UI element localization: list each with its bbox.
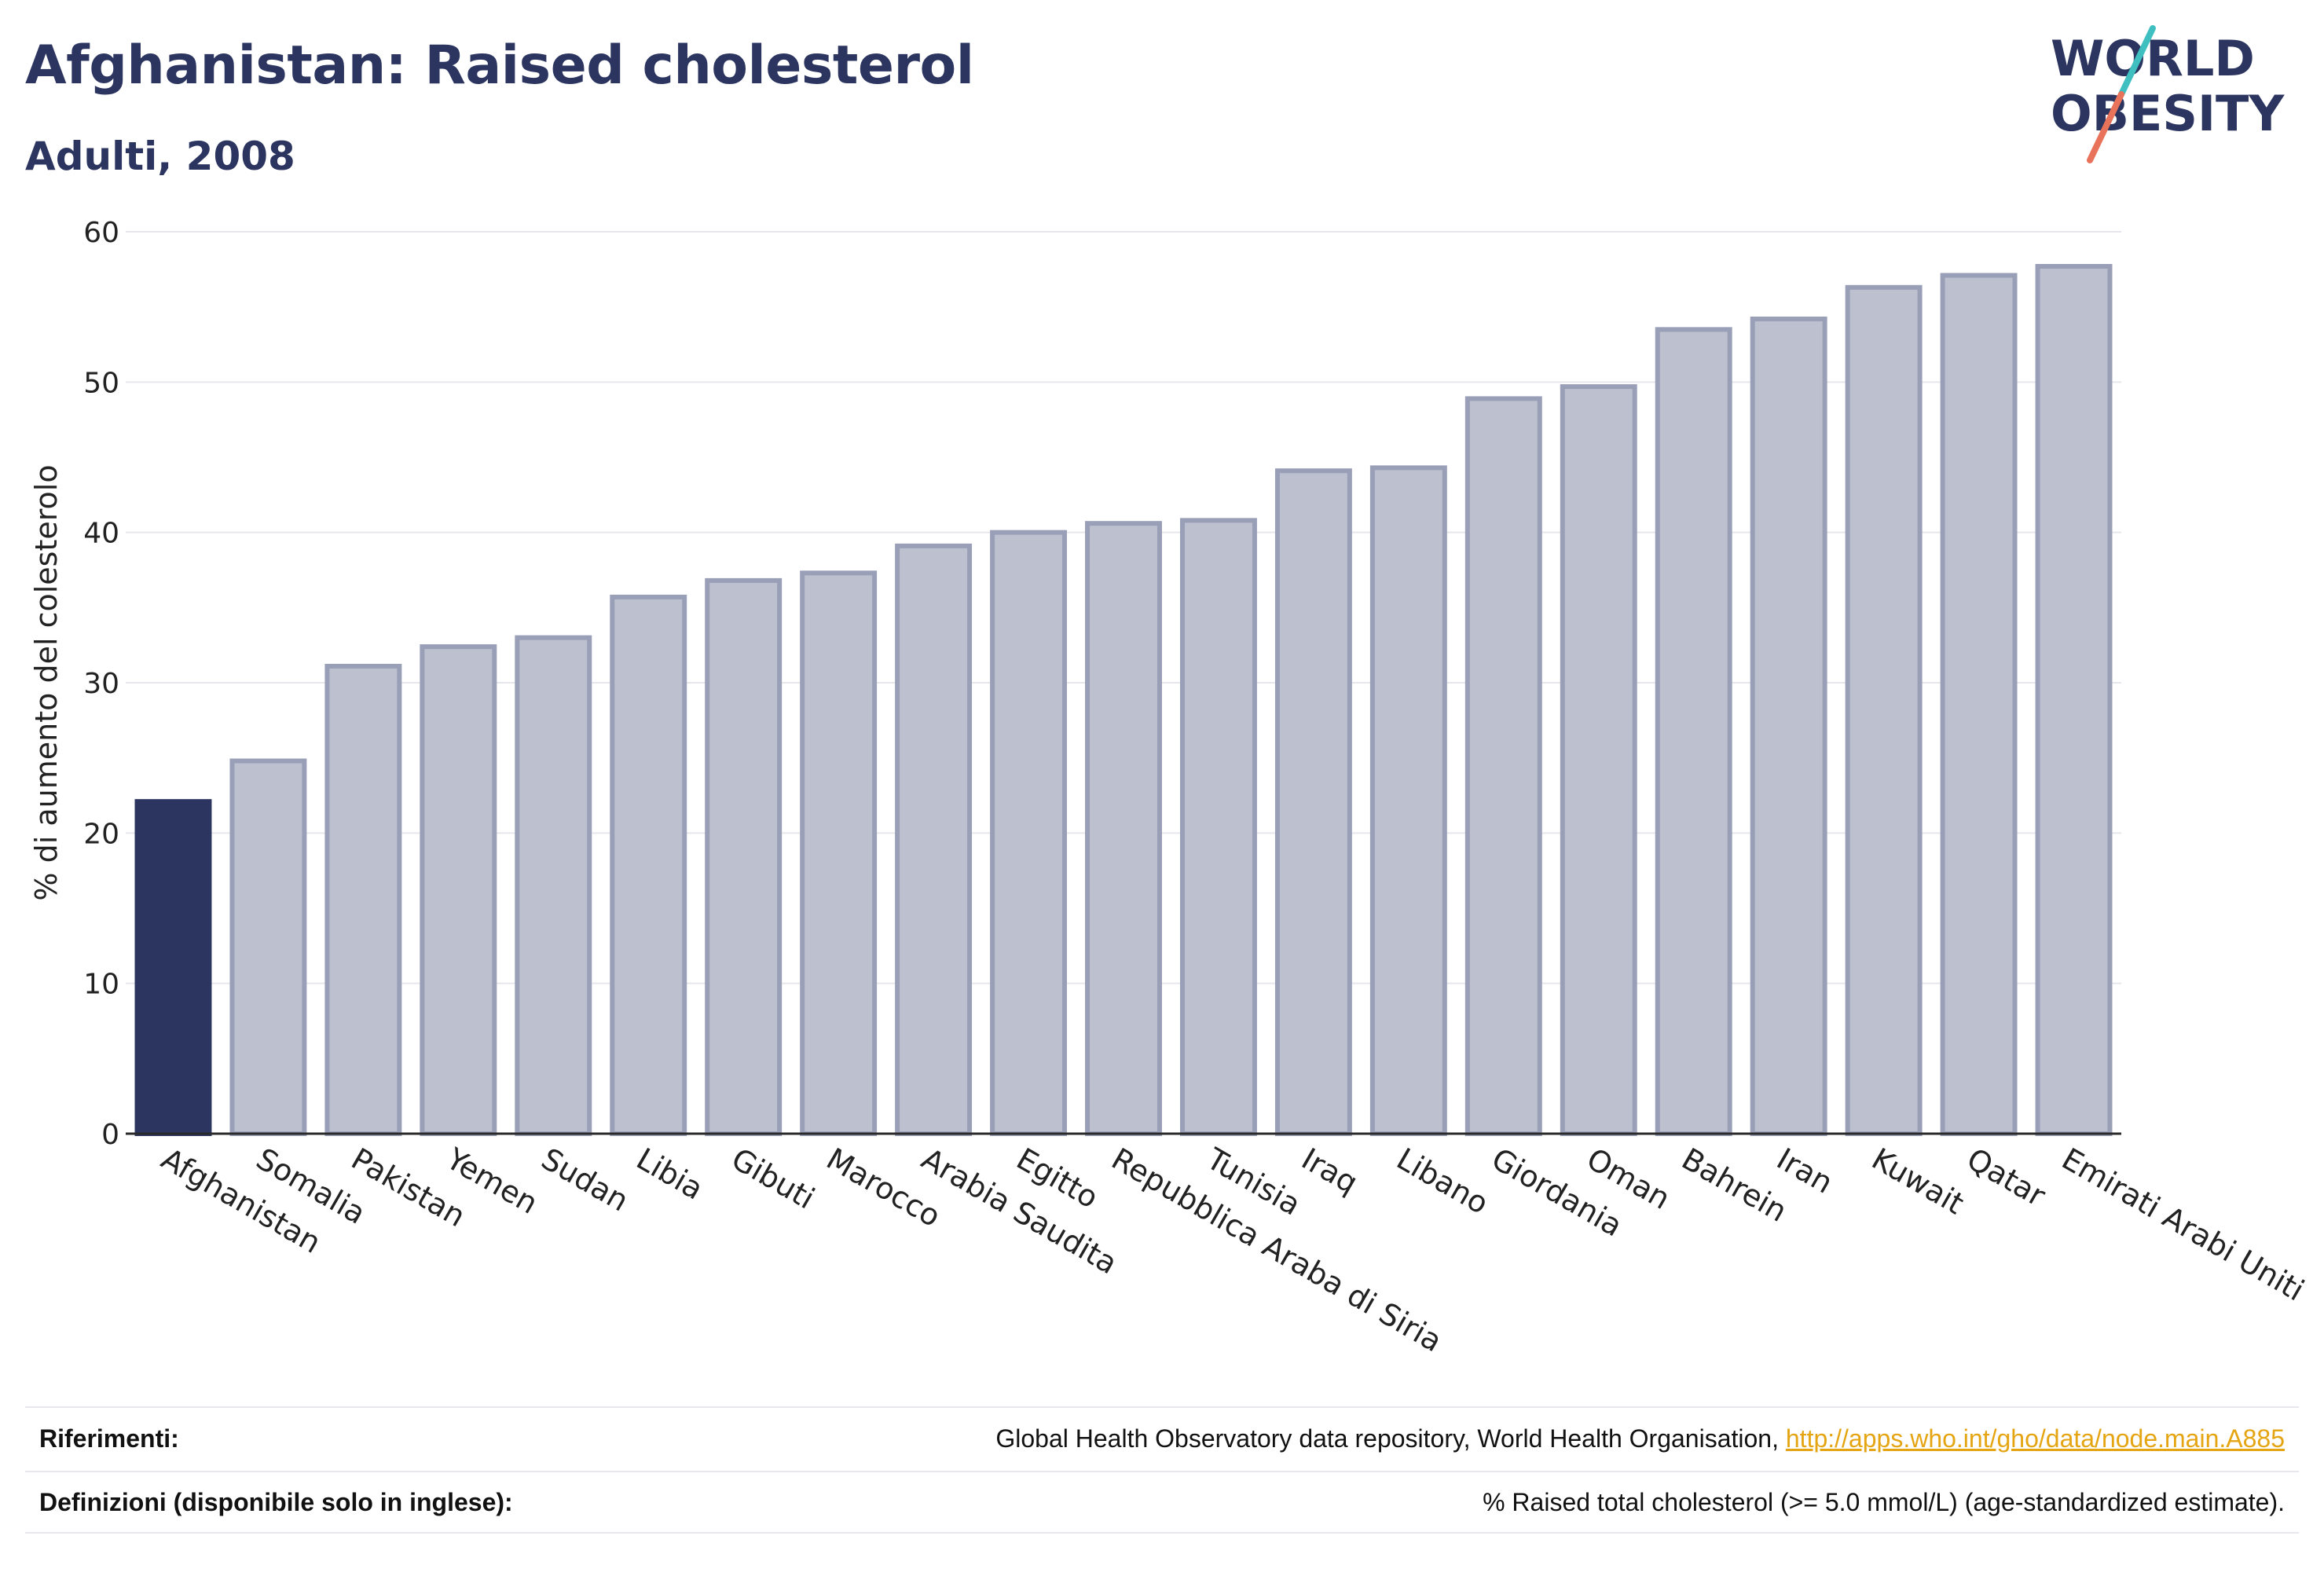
y-tick-label: 60 — [83, 217, 119, 249]
y-tick-label: 50 — [83, 367, 119, 399]
bar-oman[interactable] — [1560, 384, 1637, 1137]
references-value: Global Health Observatory data repositor… — [995, 1424, 2285, 1453]
bar-gibuti[interactable] — [705, 577, 783, 1136]
bars — [134, 264, 2113, 1137]
bar-libia[interactable] — [610, 594, 687, 1136]
definitions-text: % Raised total cholesterol (>= 5.0 mmol/… — [1483, 1487, 2285, 1516]
logo-line2: OBESITY — [2051, 85, 2285, 142]
bar-iran[interactable] — [1750, 316, 1827, 1136]
y-tick-label: 0 — [101, 1119, 119, 1151]
definitions-label: Definizioni (disponibile solo in inglese… — [39, 1487, 513, 1516]
references-link[interactable]: http://apps.who.int/gho/data/node.main.A… — [1785, 1424, 2285, 1453]
x-tick-label: Sudan — [536, 1142, 635, 1219]
y-tick-label: 30 — [83, 668, 119, 700]
bar-tunisia[interactable] — [1179, 518, 1257, 1136]
bar-bahrein[interactable] — [1655, 327, 1732, 1137]
bar-iraq[interactable] — [1274, 468, 1352, 1136]
world-obesity-logo[interactable]: WORLD OBESITY — [2043, 22, 2310, 171]
page-subtitle: Adulti, 2008 — [25, 134, 295, 179]
logo-slash-teal-icon — [2118, 25, 2156, 97]
bar-somalia[interactable] — [229, 758, 307, 1136]
y-axis-ticks: 0 10 20 30 40 50 60 — [83, 217, 119, 1151]
x-tick-label: Kuwait — [1866, 1142, 1970, 1222]
y-axis-label: % di aumento del colesterolo — [29, 464, 64, 900]
x-tick-label: Libano — [1391, 1142, 1494, 1221]
bar-chart: 0 10 20 30 40 50 60 AfghanistanSomaliaPakistan… — [29, 217, 2310, 1358]
references-label: Riferimenti: — [39, 1424, 179, 1453]
x-tick-label: Gibuti — [726, 1142, 820, 1216]
bar-egitto[interactable] — [990, 530, 1068, 1136]
x-tick-label: Bahrein — [1676, 1142, 1793, 1229]
bar-libano[interactable] — [1369, 465, 1447, 1136]
y-tick-label: 10 — [83, 969, 119, 1001]
bar-qatar[interactable] — [1940, 273, 2018, 1136]
bar-emirati-arabi-uniti[interactable] — [2035, 264, 2113, 1136]
references-row: Riferimenti: Global Health Observatory d… — [25, 1406, 2299, 1469]
logo-slash-coral-icon — [2087, 91, 2124, 163]
x-tick-label: Afghanistan — [156, 1142, 327, 1260]
bar-afghanistan[interactable] — [134, 799, 212, 1136]
y-tick-label: 40 — [83, 518, 119, 550]
bar-arabia-saudita[interactable] — [895, 543, 973, 1136]
x-tick-label: Libia — [631, 1142, 709, 1207]
bar-marocco[interactable] — [800, 570, 878, 1136]
bar-repubblica-araba-di-siria[interactable] — [1085, 521, 1162, 1136]
bar-pakistan[interactable] — [324, 663, 402, 1136]
logo-line1: WORLD — [2051, 30, 2255, 87]
bar-giordania[interactable] — [1464, 396, 1542, 1136]
bar-yemen[interactable] — [420, 644, 497, 1136]
bar-sudan[interactable] — [515, 635, 592, 1136]
bar-kuwait[interactable] — [1845, 284, 1923, 1136]
x-tick-label: Emirati Arabi Uniti — [2056, 1142, 2310, 1308]
definitions-row: Definizioni (disponibile solo in inglese… — [25, 1471, 2299, 1534]
x-axis-labels: AfghanistanSomaliaPakistanYemenSudanLibi… — [156, 1141, 2310, 1358]
y-tick-label: 20 — [83, 818, 119, 850]
references-text: Global Health Observatory data repositor… — [995, 1424, 1786, 1453]
x-tick-label: Qatar — [1961, 1142, 2051, 1214]
page-title: Afghanistan: Raised cholesterol — [25, 35, 974, 97]
